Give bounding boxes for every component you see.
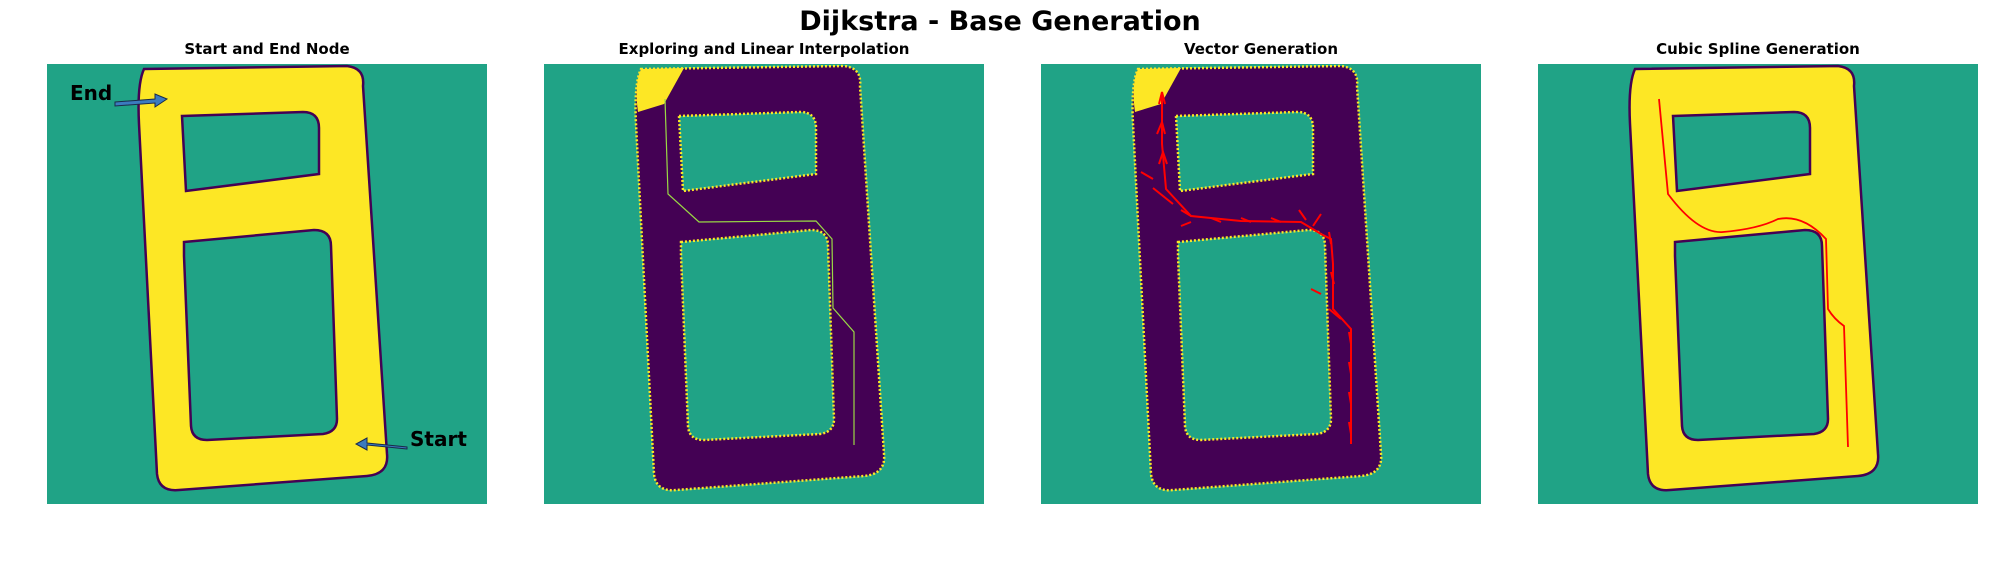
- hole-top: [1671, 110, 1812, 193]
- vector-arrowheads: [1140, 91, 1352, 435]
- vector-field: [1140, 91, 1352, 444]
- map-spline: [1538, 64, 1978, 504]
- hole-bottom: [1176, 228, 1333, 442]
- start-arrow: [354, 437, 408, 451]
- map-start-end: End Start: [47, 64, 487, 504]
- hole-top: [180, 110, 321, 193]
- end-label: End: [70, 81, 112, 105]
- hole-top: [677, 110, 818, 193]
- end-arrow: [114, 93, 169, 108]
- panel-title: Vector Generation: [1183, 40, 1339, 58]
- panel-vector-generation: Vector Generation: [1041, 40, 1481, 504]
- panel-cubic-spline: Cubic Spline Generation: [1538, 40, 1978, 504]
- panel-exploring: Exploring and Linear Interpolation: [544, 40, 984, 504]
- start-label: Start: [410, 427, 467, 451]
- figure-title: Dijkstra - Base Generation: [799, 6, 1201, 37]
- panel-title: Start and End Node: [184, 40, 350, 58]
- panel-start-end-node: Start and End Node End Start: [47, 40, 487, 504]
- unexplored-corner: [636, 68, 684, 112]
- hole-bottom: [1673, 228, 1830, 442]
- panel-title: Exploring and Linear Interpolation: [618, 40, 910, 58]
- cubic-spline-path: [1658, 98, 1849, 448]
- hole-bottom: [182, 228, 339, 442]
- map-exploring: [544, 64, 984, 504]
- unexplored-corner: [1133, 68, 1181, 112]
- panel-title: Cubic Spline Generation: [1656, 40, 1860, 58]
- hole-top: [1174, 110, 1315, 193]
- hole-bottom: [679, 228, 836, 442]
- vector-path: [1161, 94, 1352, 444]
- linear-interpolated-path: [664, 98, 855, 445]
- map-vector: [1041, 64, 1481, 504]
